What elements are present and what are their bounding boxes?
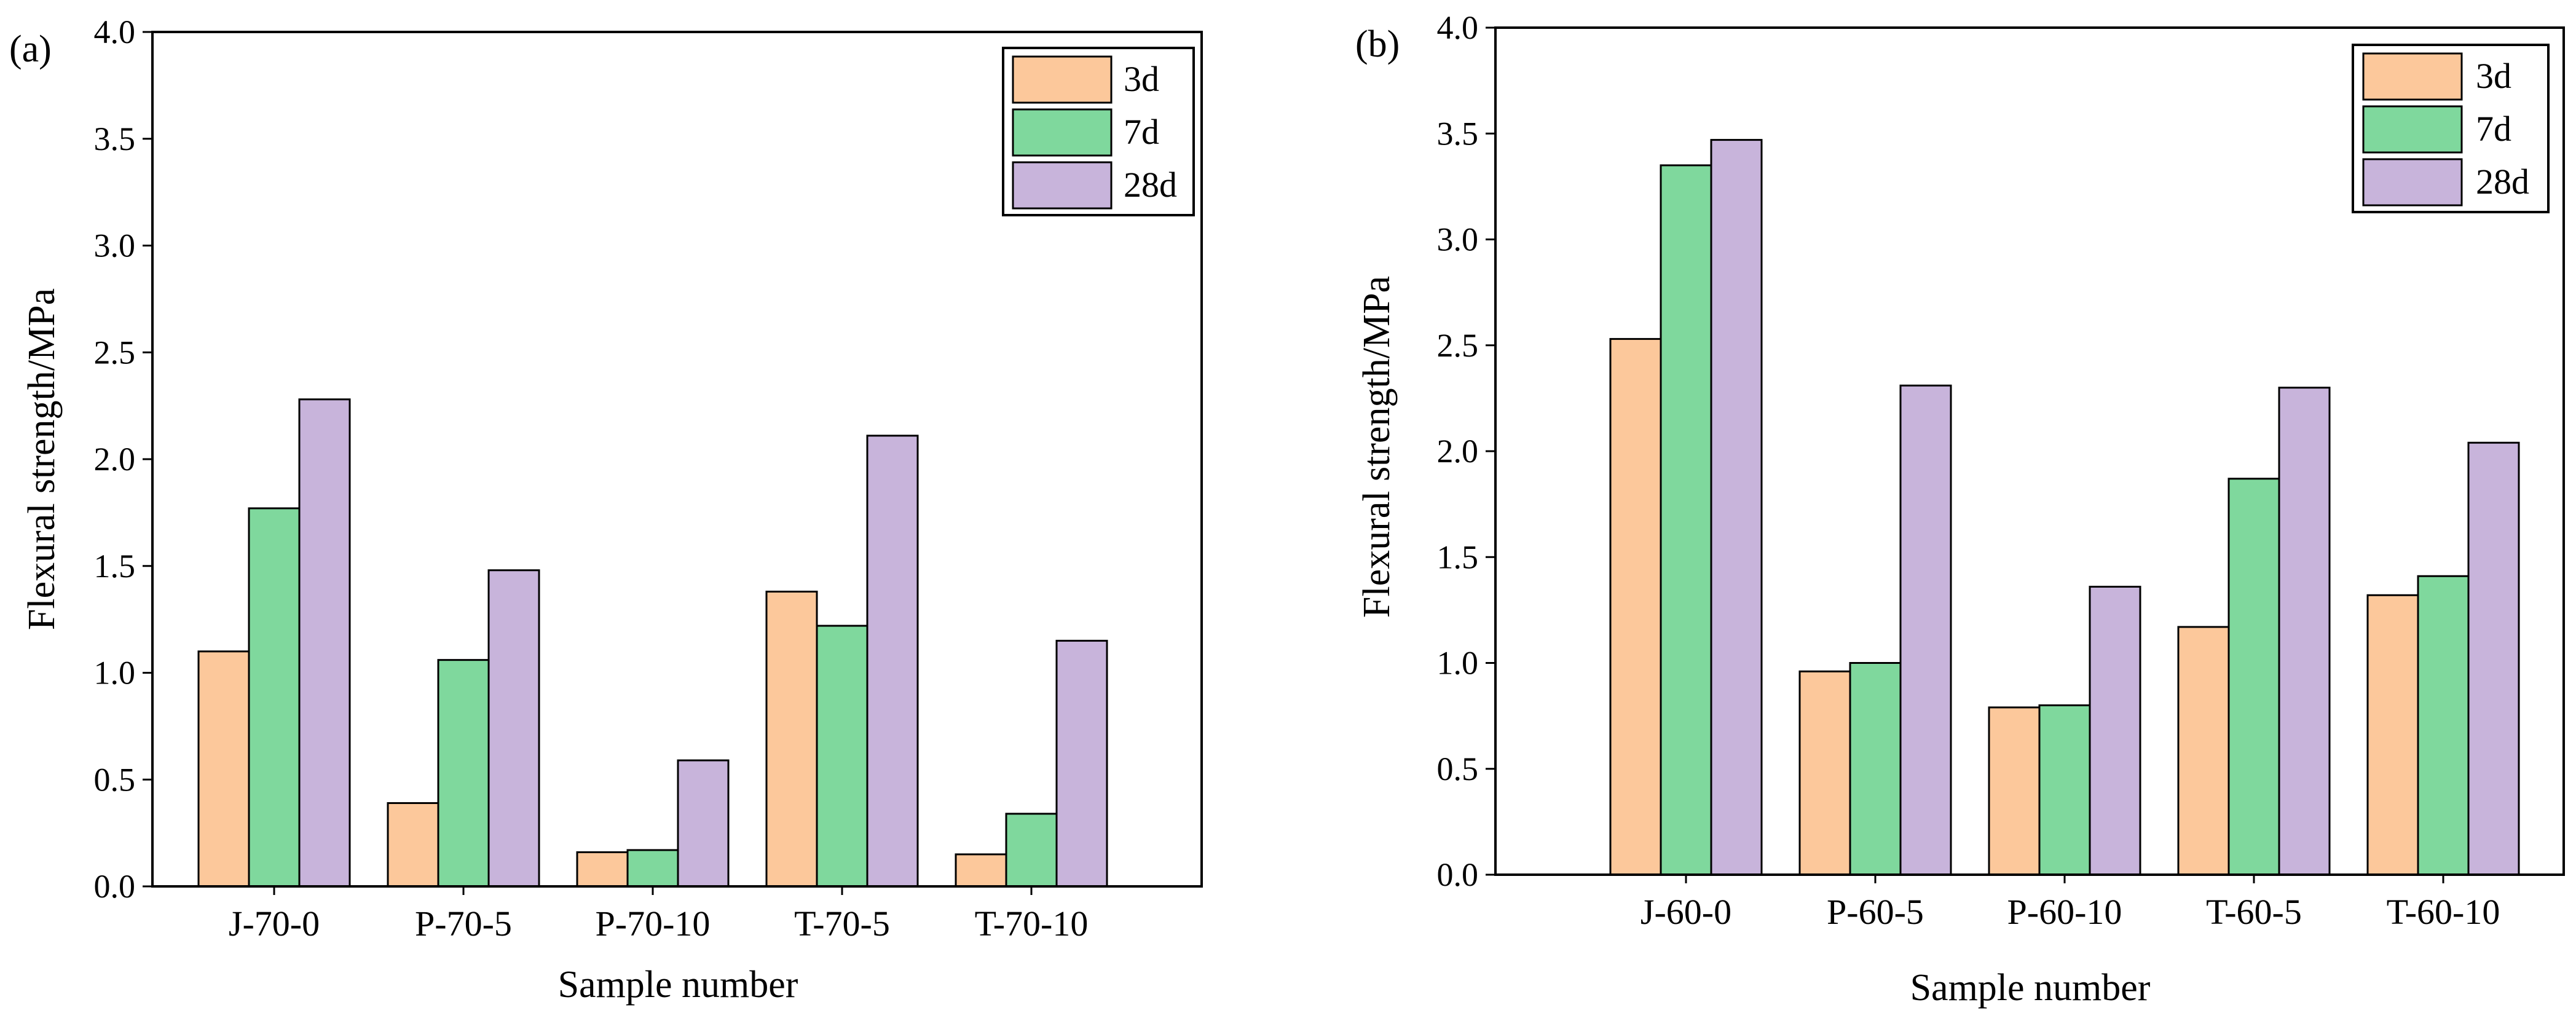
bar-P-70-5-28d <box>487 569 540 888</box>
y-tick-label: 0.0 <box>1437 856 1479 893</box>
y-axis-tick-labels: 0.0 0.5 1.0 1.5 2.0 2.5 3.0 3.5 4.0 <box>94 14 136 905</box>
x-tick-label: T-70-5 <box>794 904 890 944</box>
chart-panel-a: (a) Flexural strength/MPa Sample number … <box>9 14 1203 1006</box>
chart-panel-b: (b) Flexural strength/MPa Sample number … <box>1355 9 2565 1009</box>
bar-J-70-0-28d <box>298 398 351 888</box>
bar-P-70-10-3d <box>576 851 629 888</box>
panel-label: (a) <box>9 28 52 70</box>
y-tick-label: 1.0 <box>94 655 136 692</box>
legend-label-3d: 3d <box>2476 56 2511 96</box>
y-tick-label: 1.5 <box>94 548 136 585</box>
bar-T-70-10-3d <box>955 853 1007 888</box>
legend-swatch-3d <box>1012 55 1113 104</box>
x-tick-label: P-60-5 <box>1827 892 1924 932</box>
bar-T-60-10-3d <box>2366 594 2419 876</box>
bars <box>1609 139 2520 883</box>
y-tick-label: 3.0 <box>94 227 136 264</box>
bar-T-70-5-7d <box>816 625 869 888</box>
y-tick-label: 2.5 <box>94 334 136 371</box>
y-tick-label: 3.5 <box>1437 115 1479 152</box>
legend-label-3d: 3d <box>1124 59 1159 99</box>
bar-T-60-10-7d <box>2417 575 2470 876</box>
y-tick-label: 0.5 <box>94 761 136 798</box>
bar-P-70-5-3d <box>387 802 439 888</box>
bar-T-60-10-28d <box>2467 441 2520 876</box>
y-axis-tick-labels: 0.0 0.5 1.0 1.5 2.0 2.5 3.0 3.5 4.0 <box>1437 9 1479 893</box>
panel-label: (b) <box>1355 23 1400 65</box>
bar-P-60-10-3d <box>1988 706 2041 876</box>
y-tick-label: 0.0 <box>94 868 136 905</box>
legend-label-7d: 7d <box>1124 112 1159 152</box>
x-axis-title: Sample number <box>1910 967 2151 1009</box>
legend-swatch-7d <box>1012 108 1113 157</box>
x-tick-label: P-60-10 <box>2007 892 2122 932</box>
bar-T-60-5-7d <box>2227 478 2280 876</box>
y-tick-label: 2.0 <box>94 441 136 478</box>
y-tick-label: 4.0 <box>94 14 136 50</box>
x-axis-title: Sample number <box>558 964 798 1006</box>
y-tick-label: 2.0 <box>1437 433 1479 470</box>
x-tick-label: P-70-10 <box>596 904 711 944</box>
legend-swatch-28d <box>2362 158 2463 207</box>
bar-P-70-10-28d <box>677 759 730 888</box>
legend-label-28d: 28d <box>1124 165 1177 205</box>
bar-P-60-5-7d <box>1849 662 1902 876</box>
bar-J-60-0-3d <box>1609 337 1662 876</box>
bar-T-70-5-28d <box>866 435 919 888</box>
x-axis-tick-labels: J-60-0 P-60-5 P-60-10 T-60-5 T-60-10 <box>1641 892 2500 932</box>
y-tick-label: 3.0 <box>1437 221 1479 258</box>
bar-P-60-10-7d <box>2038 704 2091 876</box>
legend-swatch-28d <box>1012 161 1113 210</box>
bar-T-70-5-3d <box>765 590 818 888</box>
y-axis-ticks <box>1486 26 1495 876</box>
y-axis-title: Flexural strength/MPa <box>1356 276 1398 618</box>
y-tick-label: 4.0 <box>1437 9 1479 46</box>
bar-P-60-10-28d <box>2089 585 2141 876</box>
legend-swatch-7d <box>2362 105 2463 154</box>
x-tick-label: P-70-5 <box>415 904 512 944</box>
bar-P-60-5-28d <box>1899 384 1952 876</box>
bar-J-70-0-3d <box>197 650 250 888</box>
x-tick-label: J-60-0 <box>1641 892 1731 932</box>
bar-J-60-0-7d <box>1660 164 1712 876</box>
y-tick-label: 1.0 <box>1437 645 1479 682</box>
legend-swatch-3d <box>2362 52 2463 101</box>
y-tick-label: 2.5 <box>1437 327 1479 364</box>
x-tick-label: T-60-10 <box>2387 892 2500 932</box>
bar-P-70-10-7d <box>626 849 679 888</box>
y-axis-ticks <box>143 31 152 888</box>
legend-label-7d: 7d <box>2476 109 2511 149</box>
x-tick-label: J-70-0 <box>229 904 320 944</box>
legend: 3d 7d 28d <box>2352 44 2550 213</box>
bar-P-70-5-7d <box>437 659 490 888</box>
legend-label-28d: 28d <box>2476 162 2529 202</box>
bar-T-70-10-28d <box>1055 639 1108 888</box>
y-axis-title: Flexural strength/MPa <box>21 288 63 630</box>
x-axis-tick-labels: J-70-0 P-70-5 P-70-10 T-70-5 T-70-10 <box>229 904 1088 944</box>
plot-frame <box>151 31 1203 888</box>
bar-J-60-0-28d <box>1710 139 1763 876</box>
plot-frame <box>1494 26 2565 876</box>
legend: 3d 7d 28d <box>1002 47 1195 216</box>
bar-P-60-5-3d <box>1798 670 1851 876</box>
bar-T-60-5-28d <box>2278 387 2331 876</box>
bars <box>197 398 1108 895</box>
x-tick-label: T-60-5 <box>2206 892 2302 932</box>
bar-T-70-10-7d <box>1005 813 1058 888</box>
bar-J-70-0-7d <box>248 507 301 888</box>
y-tick-label: 3.5 <box>94 120 136 157</box>
bar-T-60-5-3d <box>2177 626 2230 876</box>
y-tick-label: 1.5 <box>1437 538 1479 575</box>
y-tick-label: 0.5 <box>1437 751 1479 787</box>
x-tick-label: T-70-10 <box>975 904 1089 944</box>
